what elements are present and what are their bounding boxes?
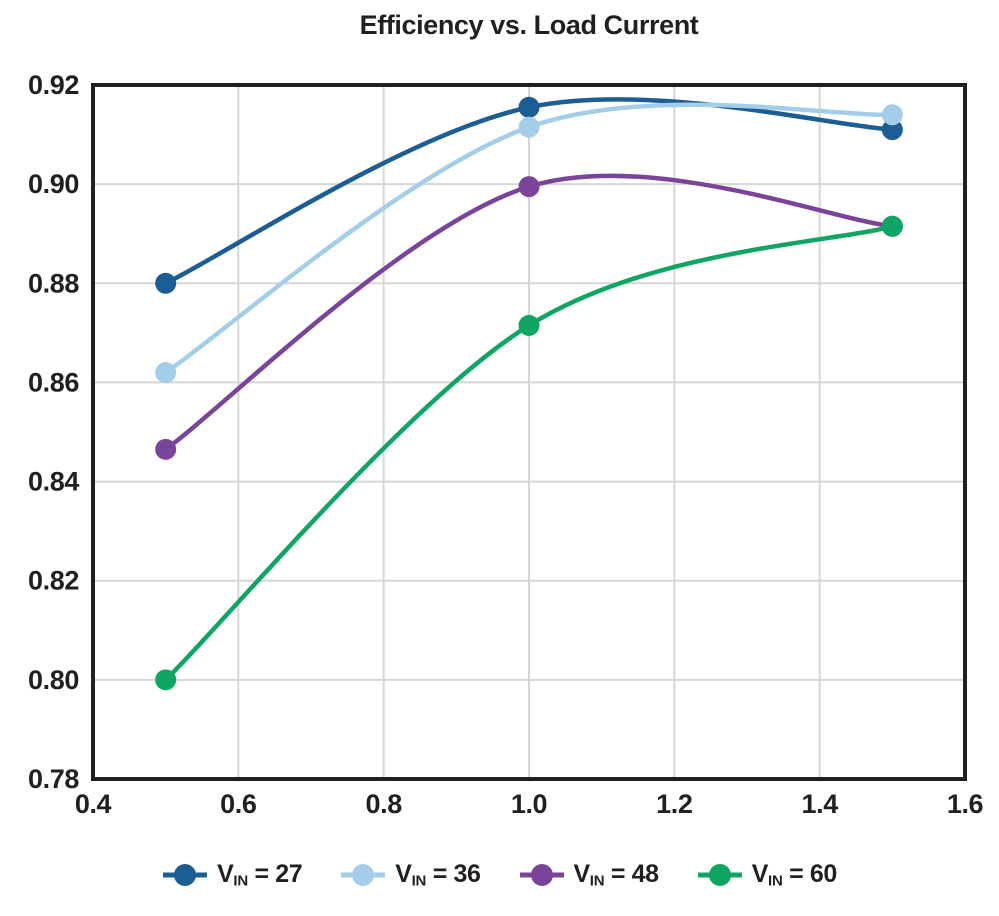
y-tick-label: 0.78 bbox=[28, 764, 79, 794]
legend-item-vin-36: VIN = 36 bbox=[340, 860, 481, 890]
y-tick-label: 0.80 bbox=[28, 665, 79, 695]
legend-item-vin-48: VIN = 48 bbox=[519, 860, 660, 890]
y-tick-label: 0.90 bbox=[28, 169, 79, 199]
legend-label: VIN = 48 bbox=[573, 860, 660, 890]
data-point-vin-48 bbox=[518, 176, 540, 198]
data-point-vin-48 bbox=[155, 438, 177, 460]
legend-item-vin-60: VIN = 60 bbox=[697, 860, 838, 890]
y-tick-label: 0.88 bbox=[28, 268, 79, 298]
chart-title: Efficiency vs. Load Current bbox=[359, 10, 699, 40]
legend-marker-icon bbox=[697, 863, 742, 886]
x-tick-label: 0.8 bbox=[365, 789, 402, 819]
y-tick-label: 0.92 bbox=[28, 70, 79, 100]
data-point-vin-36 bbox=[881, 104, 903, 126]
x-tick-label: 1.0 bbox=[511, 789, 547, 819]
y-tick-label: 0.86 bbox=[28, 367, 79, 397]
data-point-vin-27 bbox=[881, 119, 903, 141]
data-point-vin-36 bbox=[518, 116, 540, 138]
legend-label: VIN = 60 bbox=[751, 860, 838, 890]
data-point-vin-36 bbox=[155, 362, 177, 384]
data-point-vin-27 bbox=[155, 272, 177, 294]
data-point-vin-60 bbox=[155, 669, 177, 691]
plot-frame bbox=[91, 83, 967, 781]
y-tick-label: 0.84 bbox=[28, 467, 79, 497]
data-point-vin-60 bbox=[518, 314, 540, 336]
legend-marker-icon bbox=[163, 863, 208, 886]
legend-label: VIN = 27 bbox=[217, 860, 303, 890]
x-tick-label: 1.4 bbox=[801, 789, 838, 819]
data-point-vin-27 bbox=[518, 96, 540, 118]
legend-marker-icon bbox=[341, 863, 386, 886]
legend-label: VIN = 36 bbox=[395, 860, 481, 890]
data-point-vin-60 bbox=[881, 215, 903, 237]
x-tick-label: 0.4 bbox=[75, 789, 112, 819]
legend-marker-icon bbox=[519, 863, 564, 886]
legend-item-vin-27: VIN = 27 bbox=[162, 860, 303, 890]
legend: VIN = 27 VIN = 36 VIN = 48 VIN = 60 bbox=[0, 850, 999, 900]
x-tick-label: 1.2 bbox=[656, 789, 692, 819]
x-tick-label: 1.6 bbox=[947, 789, 984, 819]
x-tick-label: 0.6 bbox=[220, 789, 257, 819]
y-tick-label: 0.82 bbox=[28, 566, 79, 596]
